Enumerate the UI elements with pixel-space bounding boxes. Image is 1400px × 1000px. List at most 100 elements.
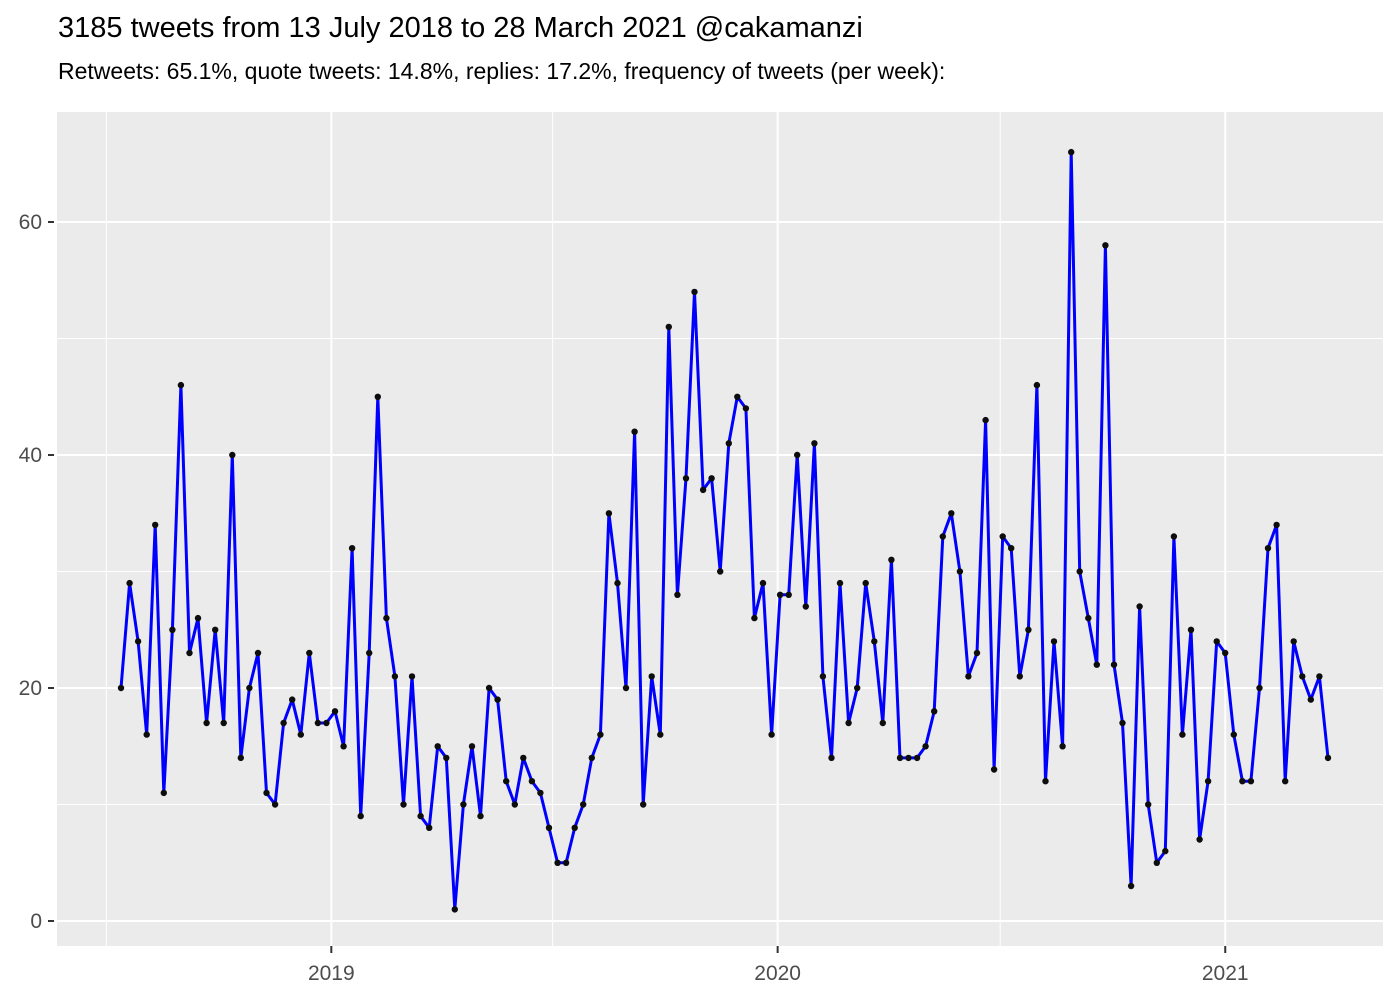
data-point — [331, 708, 339, 715]
data-point — [614, 579, 621, 587]
data-point — [203, 719, 210, 727]
data-point — [237, 754, 244, 762]
chart-title: 3185 tweets from 13 July 2018 to 28 Marc… — [58, 12, 863, 44]
data-point — [1179, 731, 1186, 738]
data-point — [734, 393, 741, 400]
data-point — [1162, 847, 1169, 855]
data-point — [468, 743, 476, 750]
data-point — [383, 614, 390, 622]
data-point — [1187, 626, 1195, 633]
data-point — [905, 754, 912, 762]
data-point — [1008, 545, 1015, 552]
data-point — [1196, 836, 1203, 843]
data-point — [1204, 778, 1212, 785]
data-point — [1016, 673, 1023, 680]
data-point — [1299, 673, 1306, 680]
data-point — [939, 533, 946, 540]
data-point — [177, 381, 185, 389]
data-point — [1230, 731, 1238, 738]
data-point — [973, 649, 981, 657]
data-point — [152, 521, 159, 529]
data-point — [1290, 638, 1297, 645]
data-point — [657, 731, 664, 738]
data-point — [1110, 661, 1118, 668]
data-point — [426, 824, 433, 831]
data-point — [1145, 801, 1152, 808]
data-point — [802, 603, 809, 610]
data-point — [117, 684, 125, 692]
data-point — [682, 475, 690, 482]
data-point — [794, 451, 801, 459]
y-axis-tick-label: 60 — [19, 211, 42, 234]
data-point — [143, 731, 150, 738]
data-point — [580, 801, 587, 808]
data-point — [443, 754, 450, 762]
data-point — [1119, 719, 1126, 727]
data-point — [545, 824, 553, 831]
data-point — [854, 684, 861, 692]
data-point — [289, 696, 296, 703]
data-point — [1068, 148, 1075, 156]
data-point — [819, 673, 827, 680]
data-point — [554, 859, 561, 866]
data-point — [400, 801, 407, 808]
data-point — [451, 906, 458, 913]
data-point — [314, 719, 322, 727]
data-point — [126, 579, 133, 587]
data-point — [1085, 614, 1092, 622]
data-point — [708, 475, 715, 482]
data-point — [212, 626, 219, 633]
data-point — [828, 754, 835, 762]
data-point — [503, 778, 510, 785]
data-point — [836, 579, 844, 587]
data-point — [323, 719, 330, 727]
data-point — [571, 824, 578, 831]
data-point — [134, 638, 142, 645]
data-point — [768, 731, 775, 738]
data-point — [1256, 684, 1263, 692]
data-point — [956, 568, 964, 575]
data-point — [460, 801, 467, 808]
data-point — [699, 486, 707, 494]
data-point — [562, 859, 570, 866]
x-axis-tick-label: 2021 — [1202, 962, 1249, 985]
data-point — [588, 754, 595, 762]
data-point — [485, 684, 493, 692]
data-point — [254, 649, 262, 657]
data-point — [862, 579, 869, 587]
data-point — [948, 510, 955, 517]
data-point — [1273, 521, 1280, 529]
data-point — [648, 673, 655, 680]
data-point — [357, 812, 364, 820]
data-point — [759, 579, 767, 587]
data-point — [922, 743, 929, 750]
data-point — [220, 719, 227, 727]
y-axis-tick-label: 0 — [30, 910, 42, 933]
data-point — [1102, 242, 1109, 249]
data-point — [160, 789, 167, 797]
data-point — [1050, 638, 1058, 645]
x-axis-tick-label: 2019 — [308, 962, 355, 985]
data-point — [1093, 661, 1101, 668]
data-point — [888, 556, 895, 563]
data-point — [280, 719, 287, 727]
data-point — [1042, 778, 1049, 785]
data-point — [477, 812, 484, 820]
data-point — [999, 533, 1006, 540]
data-point — [366, 649, 373, 657]
data-point — [186, 649, 193, 657]
data-point — [520, 754, 527, 762]
data-point — [229, 451, 236, 459]
data-point — [1213, 638, 1220, 645]
data-point — [494, 696, 501, 703]
data-point — [434, 743, 441, 750]
data-point — [725, 440, 732, 447]
data-point — [1282, 778, 1289, 785]
data-point — [811, 440, 818, 447]
data-point — [597, 731, 604, 738]
frequency-line — [119, 150, 1330, 911]
x-axis-tick-label: 2020 — [754, 962, 801, 985]
data-point — [391, 673, 399, 680]
